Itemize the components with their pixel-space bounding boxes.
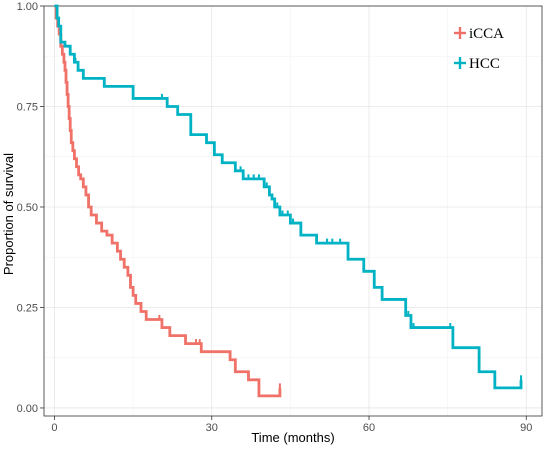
gridlines [44, 5, 542, 416]
y-tick-label: 0.00 [17, 403, 38, 415]
survival-curve-icca [54, 4, 282, 398]
x-axis-title: Time (months) [251, 430, 334, 445]
legend-item-hcc: HCC [454, 56, 500, 72]
x-tick-label: 90 [520, 422, 532, 434]
legend: iCCA HCC [454, 26, 504, 72]
x-tick-label: 60 [363, 422, 375, 434]
y-tick-label: 0.25 [17, 302, 38, 314]
x-tick-label: 30 [206, 422, 218, 434]
panel-border [43, 5, 543, 417]
y-tick-label: 0.50 [17, 202, 38, 214]
x-tick-label: 0 [51, 422, 57, 434]
survival-curve-hcc [54, 4, 523, 390]
legend-label: iCCA [469, 26, 504, 42]
legend-item-icca: iCCA [454, 26, 504, 42]
series-group [54, 4, 523, 398]
legend-label: HCC [469, 56, 500, 72]
y-tick-label: 1.00 [17, 1, 38, 13]
y-axis: 0.00 0.25 0.50 0.75 1.00 [17, 1, 44, 415]
x-axis: 0 30 60 90 [51, 416, 532, 434]
y-axis-title: Proportion of survival [1, 153, 16, 275]
y-tick-label: 0.75 [17, 101, 38, 113]
